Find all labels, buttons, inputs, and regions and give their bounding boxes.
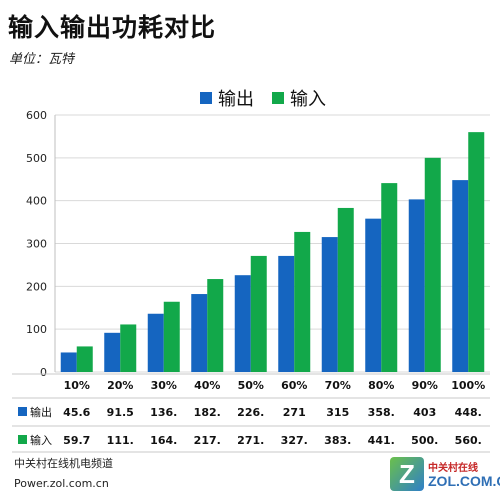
zol-logo: Z 中关村在线 ZOL.COM.CN [390, 455, 500, 495]
bar-input [163, 301, 180, 372]
y-tick-label: 300 [26, 238, 47, 251]
legend: 输出 输入 [200, 85, 326, 111]
bar-input [207, 279, 224, 372]
y-tick-label: 100 [26, 323, 47, 336]
bar-chart: 0 100 200 300 400 500 600 10% 45.6 59.7 20% 91.5 111… [12, 109, 490, 453]
data-label: 500. [411, 434, 438, 447]
data-label: 327. [281, 434, 308, 447]
bar-output [278, 255, 295, 372]
bar-output [191, 294, 208, 372]
bar-input [468, 132, 485, 372]
x-tick-label: 80% [368, 379, 394, 392]
legend-item-input: 输入 [272, 85, 326, 111]
data-label: 441. [368, 434, 395, 447]
table-row-label-output: 输出 [30, 405, 52, 419]
table-row-label-input: 输入 [30, 433, 52, 447]
bar-input [250, 255, 267, 372]
bar-input [120, 324, 137, 372]
bar-input [294, 231, 311, 372]
y-tick-label: 500 [26, 152, 47, 165]
bar-input [424, 157, 441, 372]
legend-swatch-output [200, 92, 212, 104]
bar-output [452, 180, 469, 372]
x-tick-label: 20% [107, 379, 133, 392]
x-tick-label: 60% [281, 379, 307, 392]
bar-output [147, 313, 164, 372]
bar-output [60, 352, 77, 372]
data-label: 59.7 [63, 434, 90, 447]
legend-label-output: 输出 [218, 89, 254, 110]
data-label: 226. [237, 406, 264, 419]
data-label: 315 [326, 406, 349, 419]
chart-title: 输入输出功耗对比 [8, 13, 217, 42]
x-tick-label: 40% [194, 379, 220, 392]
bar-output [234, 275, 251, 372]
legend-label-input: 输入 [290, 89, 326, 110]
footer-source: 中关村在线机电频道 [14, 457, 113, 470]
data-label: 217. [194, 434, 221, 447]
data-label: 111. [107, 434, 134, 447]
bar-output [104, 332, 121, 372]
bar-input [337, 207, 354, 372]
legend-item-output: 输出 [200, 85, 254, 111]
data-label: 182. [194, 406, 221, 419]
y-tick-label: 600 [26, 109, 47, 122]
legend-swatch-input [272, 92, 284, 104]
x-tick-label: 10% [64, 379, 90, 392]
zol-logo-cn: 中关村在线 [428, 463, 478, 474]
bar-output [321, 237, 338, 372]
x-tick-label: 90% [412, 379, 438, 392]
data-label: 271. [237, 434, 264, 447]
data-label: 448. [455, 406, 482, 419]
data-label: 91.5 [107, 406, 134, 419]
data-label: 560. [455, 434, 482, 447]
x-tick-label: 50% [238, 379, 264, 392]
table-swatch-input [18, 435, 27, 444]
y-tick-label: 400 [26, 195, 47, 208]
table-swatch-output [18, 407, 27, 416]
data-label: 358. [368, 406, 395, 419]
data-label: 164. [150, 434, 177, 447]
data-label: 271 [283, 406, 306, 419]
zol-logo-mark: Z [390, 457, 424, 491]
x-tick-label: 100% [451, 379, 485, 392]
bar-input [381, 183, 398, 372]
bar-input [76, 346, 93, 372]
footer-url: Power.zol.com.cn [14, 477, 109, 490]
x-tick-label: 30% [151, 379, 177, 392]
data-label: 45.6 [63, 406, 90, 419]
chart-subtitle: 单位：瓦特 [9, 52, 75, 67]
data-label: 383. [324, 434, 351, 447]
y-tick-label: 0 [40, 366, 47, 379]
data-label: 136. [150, 406, 177, 419]
bar-output [408, 199, 425, 372]
data-label: 403 [413, 406, 436, 419]
zol-logo-en: ZOL.COM.CN [428, 473, 500, 489]
bar-output [365, 218, 382, 372]
y-tick-label: 200 [26, 280, 47, 293]
x-tick-label: 70% [325, 379, 351, 392]
